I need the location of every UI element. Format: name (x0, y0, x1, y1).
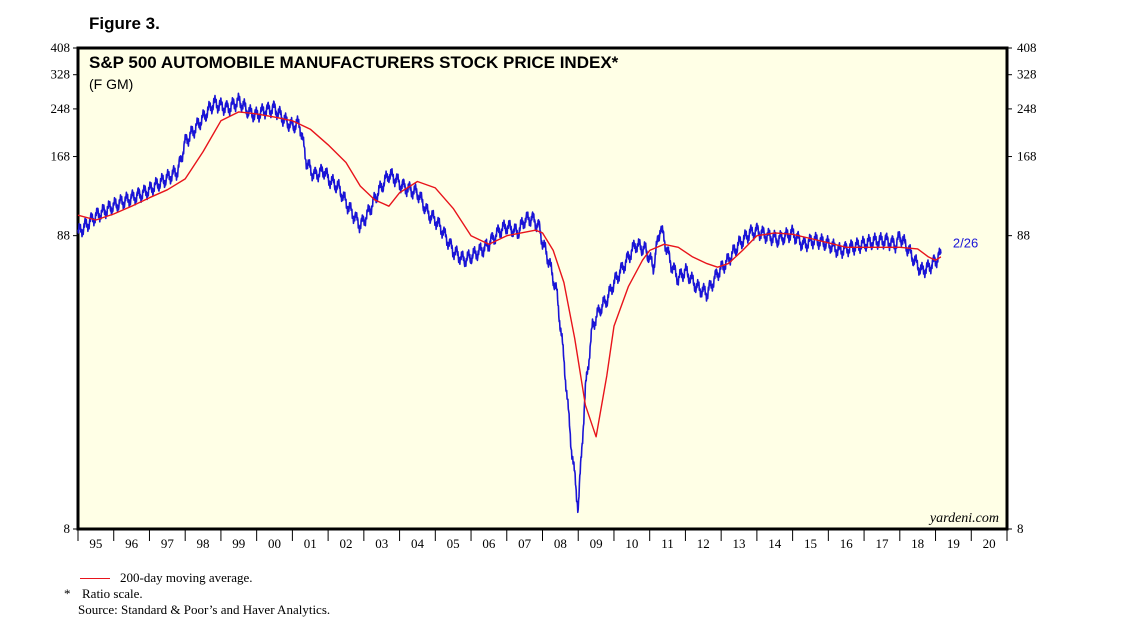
chart-subtitle: (F GM) (89, 76, 133, 92)
x-tick-label: 11 (661, 536, 674, 551)
legend-ma-label: 200-day moving average. (120, 570, 253, 585)
x-tick-label: 07 (518, 536, 532, 551)
y-tick-label-right: 8 (1017, 521, 1024, 536)
legend-ma-swatch (80, 577, 110, 579)
series-group (77, 92, 942, 514)
x-tick-label: 14 (768, 536, 782, 551)
x-tick-label: 13 (733, 536, 746, 551)
x-tick-label: 01 (304, 536, 317, 551)
figure-label: Figure 3. (89, 14, 160, 33)
x-tick-label: 96 (125, 536, 139, 551)
x-tick-label: 05 (447, 536, 460, 551)
y-tick-label-left: 328 (51, 67, 71, 82)
price-series-line (77, 92, 942, 514)
x-tick-label: 00 (268, 536, 281, 551)
x-tick-label: 18 (911, 536, 924, 551)
x-tick-label: 99 (232, 536, 245, 551)
x-tick-label: 98 (197, 536, 210, 551)
source-note: Source: Standard & Poor’s and Haver Anal… (78, 602, 331, 617)
x-tick-label: 12 (697, 536, 710, 551)
y-tick-label-left: 408 (51, 40, 71, 55)
watermark: yardeni.com (928, 511, 999, 526)
x-tick-label: 95 (89, 536, 102, 551)
x-tick-label: 08 (554, 536, 567, 551)
plot-area (76, 46, 1009, 531)
x-tick-label: 06 (482, 536, 496, 551)
x-tick-label: 09 (590, 536, 603, 551)
x-tick-label: 16 (840, 536, 854, 551)
y-tick-label-right: 168 (1017, 149, 1037, 164)
y-tick-label-left: 248 (51, 101, 71, 116)
end-date-label: 2/26 (953, 236, 978, 251)
x-tick-label: 17 (875, 536, 889, 551)
x-tick-label: 03 (375, 536, 388, 551)
moving-average-line (77, 111, 942, 438)
x-tick-label: 20 (983, 536, 996, 551)
x-tick-label: 04 (411, 536, 425, 551)
legend-ma-row: 200-day moving average. (78, 570, 330, 586)
y-tick-label-left: 88 (57, 228, 70, 243)
x-tick-label: 02 (339, 536, 352, 551)
y-tick-label-right: 248 (1017, 101, 1037, 116)
x-tick-label: 10 (625, 536, 638, 551)
chart-title: S&P 500 AUTOMOBILE MANUFACTURERS STOCK P… (89, 53, 619, 72)
legend: 200-day moving average. * Ratio scale. So… (64, 570, 331, 618)
note-text: Ratio scale. (82, 586, 143, 601)
y-tick-label-left: 168 (51, 149, 71, 164)
y-tick-label-right: 328 (1017, 67, 1037, 82)
y-tick-label-right: 408 (1017, 40, 1037, 55)
y-tick-label-right: 88 (1017, 228, 1030, 243)
y-tick-label-left: 8 (64, 521, 71, 536)
x-tick-label: 19 (947, 536, 960, 551)
note-marker: * (64, 586, 71, 601)
x-tick-label: 15 (804, 536, 817, 551)
x-axis: 95 96 97 98 99 00 01 02 03 04 05 06 07 08 09 10 11 12 13 14… (77, 529, 1008, 551)
x-tick-label: 97 (161, 536, 175, 551)
scale-note: * Ratio scale. (64, 586, 330, 602)
